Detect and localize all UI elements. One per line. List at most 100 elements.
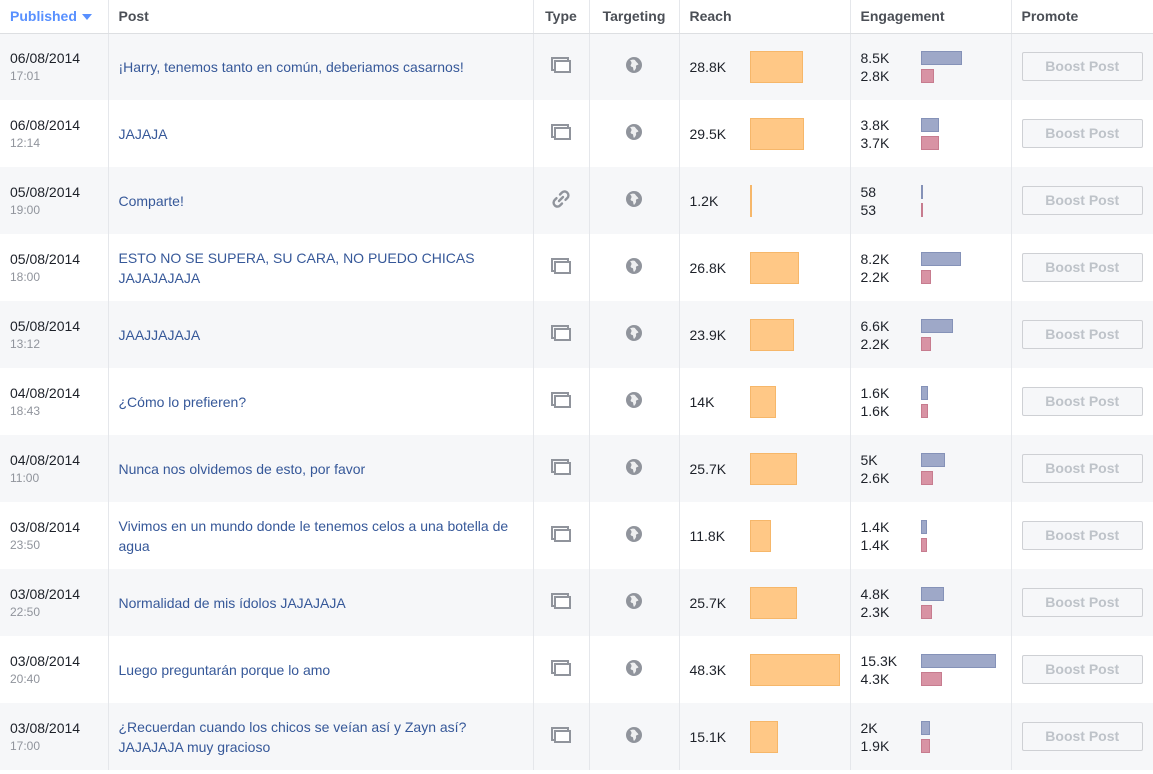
reach-bar bbox=[749, 251, 800, 284]
boost-post-button[interactable]: Boost Post bbox=[1021, 387, 1143, 416]
column-header-reach[interactable]: Reach bbox=[679, 0, 851, 34]
targeting-cell bbox=[589, 435, 680, 502]
post-link[interactable]: Nunca nos olvidemos de esto, por favor bbox=[118, 460, 366, 477]
promote-cell: Boost Post bbox=[1011, 100, 1153, 167]
engagement-value-primary: 5K bbox=[860, 451, 878, 468]
reach-bar bbox=[749, 385, 776, 418]
engagement-bar-primary bbox=[920, 251, 961, 266]
table-row: 04/08/2014 18:43 ¿Cómo lo prefieren? 14K… bbox=[0, 368, 1153, 435]
promote-cell: Boost Post bbox=[1011, 569, 1153, 636]
reach-cell: 28.8K bbox=[679, 33, 851, 100]
photo-icon bbox=[551, 526, 571, 545]
column-header-label: Published bbox=[10, 8, 77, 25]
post-date: 04/08/2014 bbox=[10, 384, 81, 401]
reach-value: 11.8K bbox=[689, 527, 726, 544]
post-link[interactable]: ¿Recuerdan cuando los chicos se veían as… bbox=[118, 718, 467, 755]
post-date: 03/08/2014 bbox=[10, 652, 81, 669]
post-time: 12:14 bbox=[10, 135, 41, 150]
engagement-cell: 3.8K 3.7K bbox=[850, 100, 1012, 167]
post-link[interactable]: Comparte! bbox=[118, 192, 184, 209]
engagement-value-primary: 1.4K bbox=[860, 518, 890, 535]
column-header-targeting[interactable]: Targeting bbox=[589, 0, 680, 34]
column-header-label: Type bbox=[545, 8, 577, 25]
reach-cell: 25.7K bbox=[679, 435, 851, 502]
reach-value: 25.7K bbox=[689, 594, 727, 611]
post-time: 22:50 bbox=[10, 604, 41, 619]
reach-value: 15.1K bbox=[689, 728, 727, 745]
engagement-bar-primary bbox=[920, 519, 928, 534]
column-header-post[interactable]: Post bbox=[108, 0, 534, 34]
column-header-label: Reach bbox=[689, 8, 732, 25]
engagement-cell: 8.5K 2.8K bbox=[850, 33, 1012, 100]
engagement-bar-secondary bbox=[920, 135, 939, 150]
table-row: 05/08/2014 18:00 ESTO NO SE SUPERA, SU C… bbox=[0, 234, 1153, 301]
engagement-bar-secondary bbox=[920, 336, 932, 351]
post-date: 05/08/2014 bbox=[10, 317, 81, 334]
table-row: 06/08/2014 17:01 ¡Harry, tenemos tanto e… bbox=[0, 33, 1153, 100]
type-cell bbox=[533, 368, 590, 435]
reach-cell: 25.7K bbox=[679, 569, 851, 636]
post-link[interactable]: ESTO NO SE SUPERA, SU CARA, NO PUEDO CHI… bbox=[118, 249, 475, 286]
column-header-label: Promote bbox=[1021, 8, 1079, 25]
post-link[interactable]: ¡Harry, tenemos tanto en común, deberiam… bbox=[118, 58, 464, 75]
post-time: 11:00 bbox=[10, 470, 40, 485]
reach-bar bbox=[749, 586, 798, 619]
post-cell: ¡Harry, tenemos tanto en común, deberiam… bbox=[108, 33, 534, 100]
post-link[interactable]: JAAJJAJAJA bbox=[118, 326, 201, 343]
published-cell: 04/08/2014 18:43 bbox=[0, 368, 109, 435]
boost-post-button[interactable]: Boost Post bbox=[1021, 253, 1143, 282]
type-cell bbox=[533, 33, 590, 100]
post-link[interactable]: JAJAJA bbox=[118, 125, 168, 142]
table-row: 03/08/2014 20:40 Luego preguntarán porqu… bbox=[0, 636, 1153, 703]
post-cell: ¿Recuerdan cuando los chicos se veían as… bbox=[108, 703, 534, 770]
engagement-value-secondary: 2.2K bbox=[860, 268, 890, 285]
reach-value: 1.2K bbox=[689, 192, 719, 209]
engagement-cell: 1.4K 1.4K bbox=[850, 502, 1012, 569]
post-date: 05/08/2014 bbox=[10, 183, 81, 200]
column-header-label: Engagement bbox=[860, 8, 945, 25]
reach-cell: 11.8K bbox=[679, 502, 851, 569]
post-link[interactable]: Normalidad de mis ídolos JAJAJAJA bbox=[118, 594, 346, 611]
reach-bar bbox=[749, 50, 804, 83]
boost-post-button[interactable]: Boost Post bbox=[1021, 521, 1143, 550]
boost-post-button[interactable]: Boost Post bbox=[1021, 722, 1143, 751]
engagement-bar-secondary bbox=[920, 537, 928, 552]
column-header-engagement[interactable]: Engagement bbox=[850, 0, 1012, 34]
boost-post-button[interactable]: Boost Post bbox=[1021, 119, 1143, 148]
post-link[interactable]: Vivimos en un mundo donde le tenemos cel… bbox=[118, 517, 509, 554]
engagement-bar-secondary bbox=[920, 604, 932, 619]
boost-post-button[interactable]: Boost Post bbox=[1021, 588, 1143, 617]
boost-post-button[interactable]: Boost Post bbox=[1021, 320, 1143, 349]
photo-icon bbox=[551, 57, 571, 76]
globe-icon bbox=[625, 257, 643, 278]
published-cell: 05/08/2014 13:12 bbox=[0, 301, 109, 368]
boost-post-button[interactable]: Boost Post bbox=[1021, 52, 1143, 82]
boost-post-button[interactable]: Boost Post bbox=[1021, 655, 1143, 684]
targeting-cell bbox=[589, 33, 680, 100]
reach-bar bbox=[749, 318, 795, 351]
post-link[interactable]: Luego preguntarán porque lo amo bbox=[118, 661, 331, 678]
reach-value: 29.5K bbox=[689, 125, 727, 142]
post-link[interactable]: ¿Cómo lo prefieren? bbox=[118, 393, 247, 410]
targeting-cell bbox=[589, 301, 680, 368]
boost-post-button[interactable]: Boost Post bbox=[1021, 454, 1143, 483]
column-header-published[interactable]: Published bbox=[0, 0, 109, 34]
engagement-value-primary: 4.8K bbox=[860, 585, 890, 602]
engagement-value-secondary: 4.3K bbox=[860, 670, 890, 687]
post-date: 04/08/2014 bbox=[10, 451, 81, 468]
promote-cell: Boost Post bbox=[1011, 435, 1153, 502]
published-cell: 05/08/2014 19:00 bbox=[0, 167, 109, 234]
engagement-value-secondary: 1.6K bbox=[860, 402, 890, 419]
engagement-bar-secondary bbox=[920, 738, 930, 753]
type-cell bbox=[533, 703, 590, 770]
post-cell: Luego preguntarán porque lo amo bbox=[108, 636, 534, 703]
targeting-cell bbox=[589, 167, 680, 234]
engagement-value-primary: 3.8K bbox=[860, 116, 890, 133]
engagement-value-secondary: 2.8K bbox=[860, 67, 890, 84]
targeting-cell bbox=[589, 703, 680, 770]
reach-value: 25.7K bbox=[689, 460, 727, 477]
reach-value: 23.9K bbox=[689, 326, 727, 343]
reach-bar bbox=[749, 452, 798, 485]
column-header-type[interactable]: Type bbox=[533, 0, 590, 34]
boost-post-button[interactable]: Boost Post bbox=[1021, 186, 1143, 215]
